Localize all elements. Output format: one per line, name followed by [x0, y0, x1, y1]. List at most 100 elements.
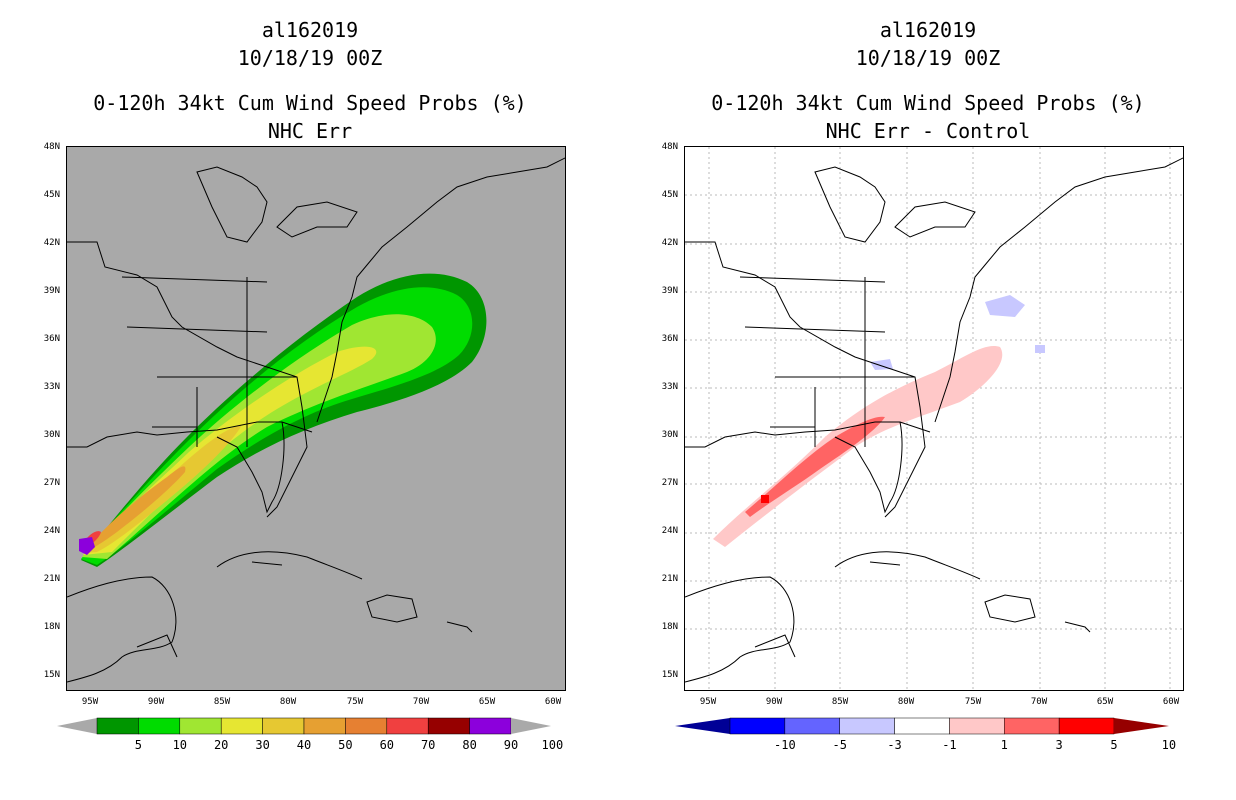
right-lon-label: 90W	[765, 697, 783, 707]
diff-3-contour	[745, 416, 885, 517]
colorbar-tick-label: 5	[134, 738, 142, 752]
diff-1-contour	[713, 346, 1003, 547]
prob-90-contour	[79, 537, 95, 555]
right-lon-label: 75W	[964, 697, 982, 707]
right-lat-label: 42N	[661, 238, 678, 248]
right-lat-label: 39N	[661, 286, 678, 296]
left-lat-label: 36N	[43, 334, 60, 344]
right-lat-label: 15N	[661, 670, 678, 680]
colorbar-swatch	[138, 717, 181, 735]
left-lon-label: 85W	[213, 697, 231, 707]
colorbar-swatch	[303, 717, 346, 735]
left-lon-label: 70W	[412, 697, 430, 707]
right-lat-label: 21N	[661, 574, 678, 584]
left-lat-label: 30N	[43, 430, 60, 440]
left-product-title: 0-120h 34kt Cum Wind Speed Probs (%)	[93, 91, 527, 115]
colorbar-tick-label: 10	[1161, 738, 1177, 752]
left-lat-label: 42N	[43, 238, 60, 248]
left-lat-label: 45N	[43, 190, 60, 200]
left-datetime: 10/18/19 00Z	[237, 46, 383, 70]
colorbar-tick-label: 3	[1055, 738, 1063, 752]
colorbar-tick-label: 60	[379, 738, 395, 752]
right-colorbar-high-arrow	[1114, 718, 1169, 734]
right-coastlines	[685, 157, 1183, 683]
colorbar-swatch	[386, 717, 429, 735]
colorbar-swatch	[220, 717, 263, 735]
left-colorbar-high-arrow	[511, 718, 551, 734]
right-colorbar-low-arrow	[675, 718, 730, 734]
colorbar-swatch	[96, 717, 139, 735]
colorbar-swatch	[729, 717, 786, 735]
left-lat-label: 21N	[43, 574, 60, 584]
right-gridlines	[685, 147, 1183, 690]
colorbar-tick-label: 50	[338, 738, 353, 752]
right-subtitle: NHC Err - Control	[825, 119, 1031, 143]
left-coastlines	[67, 157, 565, 683]
right-colorbar	[675, 717, 1169, 735]
left-lat-label: 33N	[43, 382, 60, 392]
left-lon-label: 75W	[346, 697, 364, 707]
left-lon-label: 90W	[147, 697, 165, 707]
colorbar-tick-label: 70	[420, 738, 436, 752]
colorbar-tick-label: 20	[213, 738, 229, 752]
right-map-svg	[685, 147, 1183, 690]
colorbar-swatch	[1004, 717, 1060, 735]
left-colorbar-segments	[96, 717, 512, 735]
diff-neg1-contour	[870, 295, 1045, 370]
colorbar-tick-label: 10	[172, 738, 188, 752]
prob-60-contour	[85, 466, 186, 551]
right-lat-label: 45N	[661, 190, 678, 200]
right-lat-label: 30N	[661, 430, 678, 440]
colorbar-tick-label: -1	[942, 738, 957, 752]
left-lon-label: 95W	[81, 697, 99, 707]
right-lat-label: 24N	[661, 526, 678, 536]
colorbar-swatch	[179, 717, 222, 735]
left-lon-label: 65W	[478, 697, 496, 707]
left-map-svg	[67, 157, 565, 683]
colorbar-swatch	[262, 717, 305, 735]
colorbar-swatch	[949, 717, 1005, 735]
right-colorbar-segments	[729, 717, 1115, 735]
left-subtitle: NHC Err	[267, 119, 353, 143]
diff-5-contour	[761, 495, 769, 503]
colorbar-swatch	[784, 717, 840, 735]
right-lon-label: 80W	[897, 697, 915, 707]
colorbar-tick-label: 100	[541, 738, 564, 752]
right-lat-label: 27N	[661, 478, 678, 488]
right-lon-label: 95W	[699, 697, 717, 707]
colorbar-swatch	[894, 717, 950, 735]
colorbar-tick-label: 30	[255, 738, 270, 752]
right-lat-label: 36N	[661, 334, 678, 344]
left-lon-label: 80W	[279, 697, 297, 707]
left-lat-label: 48N	[43, 142, 60, 152]
colorbar-tick-label: -5	[832, 738, 847, 752]
colorbar-swatch	[839, 717, 895, 735]
colorbar-swatch	[427, 717, 470, 735]
colorbar-tick-label: 90	[503, 738, 519, 752]
colorbar-swatch	[469, 717, 512, 735]
colorbar-swatch	[345, 717, 388, 735]
right-lat-label: 33N	[661, 382, 678, 392]
right-lon-label: 85W	[831, 697, 849, 707]
left-lat-label: 18N	[43, 622, 60, 632]
right-lon-label: 60W	[1162, 697, 1180, 707]
left-lat-label: 15N	[43, 670, 60, 680]
colorbar-tick-label: 5	[1110, 738, 1118, 752]
right-map	[684, 146, 1184, 691]
left-colorbar-low-arrow	[57, 718, 97, 734]
right-lat-label: 48N	[661, 142, 678, 152]
left-lat-label: 27N	[43, 478, 60, 488]
colorbar-tick-label: 80	[462, 738, 477, 752]
left-lon-label: 60W	[544, 697, 562, 707]
left-storm-id: al162019	[261, 18, 359, 42]
colorbar-tick-label: -3	[887, 738, 902, 752]
left-map	[66, 146, 566, 691]
left-colorbar	[57, 717, 551, 735]
colorbar-tick-label: -10	[774, 738, 796, 752]
colorbar-tick-label: 40	[296, 738, 312, 752]
right-lon-label: 65W	[1096, 697, 1114, 707]
right-storm-id: al162019	[879, 18, 977, 42]
prob-30-contour	[82, 314, 436, 559]
colorbar-tick-label: 1	[1000, 738, 1008, 752]
left-lat-label: 24N	[43, 526, 60, 536]
